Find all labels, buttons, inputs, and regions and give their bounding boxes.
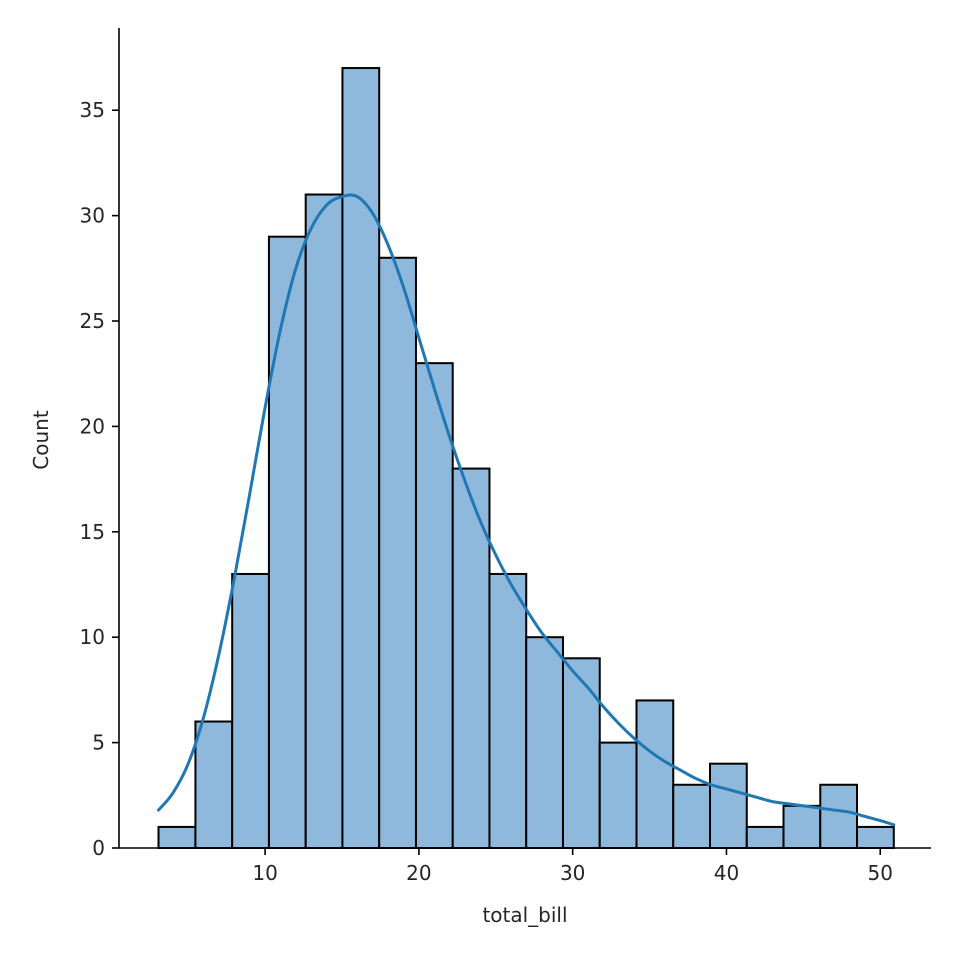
axes: 10 20 30 40 50 0 5 10 15 20 25 30 35 bbox=[80, 28, 931, 885]
histogram-bar-12 bbox=[598, 741, 638, 850]
histogram-bar-6 bbox=[378, 256, 417, 850]
histogram-bar-8 bbox=[451, 467, 491, 849]
x-tick-label: 50 bbox=[868, 861, 893, 885]
histogram-bar-1 bbox=[194, 720, 234, 849]
histogram-bar-19 bbox=[856, 825, 895, 849]
histogram-bar-15 bbox=[709, 762, 748, 849]
histogram-bar-5 bbox=[341, 67, 381, 850]
histogram-bar-0 bbox=[157, 825, 197, 849]
kde-curve bbox=[157, 193, 896, 827]
histogram-bars bbox=[157, 67, 895, 850]
y-tick-label: 35 bbox=[80, 98, 105, 122]
histogram-bar-16 bbox=[745, 825, 785, 849]
y-tick-label: 30 bbox=[80, 204, 105, 228]
histogram-bar-10 bbox=[525, 636, 564, 849]
histogram-bar-17 bbox=[782, 804, 822, 850]
y-tick-label: 5 bbox=[92, 731, 105, 755]
histogram-bar-4 bbox=[304, 193, 344, 850]
y-tick-label: 15 bbox=[80, 520, 105, 544]
histogram-bar-11 bbox=[561, 657, 601, 849]
y-tick-label: 20 bbox=[80, 414, 105, 438]
x-tick-label: 30 bbox=[560, 861, 585, 885]
y-tick-label: 25 bbox=[80, 309, 105, 333]
y-tick-label: 10 bbox=[80, 625, 105, 649]
histogram-bar-2 bbox=[231, 572, 270, 849]
x-tick-label: 10 bbox=[252, 861, 277, 885]
x-axis-label: total_bill bbox=[482, 903, 567, 927]
y-tick-label: 0 bbox=[92, 836, 105, 860]
x-tick-label: 20 bbox=[406, 861, 431, 885]
histogram-bar-13 bbox=[635, 699, 675, 849]
histogram-bar-7 bbox=[414, 362, 454, 849]
x-tick-label: 40 bbox=[714, 861, 739, 885]
y-axis-label: Count bbox=[29, 410, 53, 470]
kde-curve-group bbox=[157, 193, 896, 827]
histogram-bar-18 bbox=[819, 783, 859, 849]
histogram-bar-3 bbox=[267, 235, 307, 849]
histogram-bar-14 bbox=[672, 783, 712, 849]
histogram-bar-9 bbox=[488, 572, 528, 849]
